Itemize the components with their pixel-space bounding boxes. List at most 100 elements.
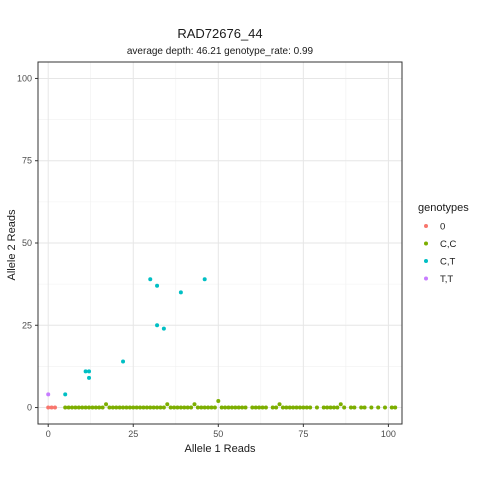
data-point [80, 405, 85, 410]
data-point [376, 405, 381, 410]
data-point [352, 405, 357, 410]
data-point [93, 405, 98, 410]
legend-label: 0 [440, 222, 445, 233]
data-point [202, 277, 207, 282]
data-point [63, 392, 68, 397]
data-point [83, 405, 88, 410]
data-point [199, 405, 204, 410]
data-point [107, 405, 112, 410]
data-point [73, 405, 78, 410]
x-tick-label: 0 [46, 429, 51, 439]
data-point [117, 405, 122, 410]
y-tick-label: 75 [22, 156, 32, 166]
chart-title: RAD72676_44 [177, 26, 262, 41]
data-point [325, 405, 330, 410]
x-tick-label: 75 [298, 429, 308, 439]
data-point [46, 392, 51, 397]
data-point [393, 405, 398, 410]
data-point [389, 405, 394, 410]
data-point [192, 402, 197, 407]
data-point [175, 405, 180, 410]
data-point [104, 402, 109, 407]
data-point [277, 402, 282, 407]
data-point [165, 402, 170, 407]
data-point [168, 405, 173, 410]
data-point [229, 405, 234, 410]
y-tick-label: 50 [22, 238, 32, 248]
data-point [151, 405, 156, 410]
data-point [161, 326, 166, 331]
data-point [280, 405, 285, 410]
data-point [121, 405, 126, 410]
data-point [158, 405, 163, 410]
data-point [348, 405, 353, 410]
data-point [338, 402, 343, 407]
data-point [253, 405, 258, 410]
data-point [212, 405, 217, 410]
data-point [124, 405, 129, 410]
data-point [87, 369, 92, 374]
data-point [359, 405, 364, 410]
legend-title: genotypes [418, 202, 469, 214]
legend-label: T,T [440, 274, 453, 285]
data-point [257, 405, 262, 410]
data-point [240, 405, 245, 410]
data-point [291, 405, 296, 410]
data-point [219, 405, 224, 410]
data-point [294, 405, 299, 410]
data-point [63, 405, 68, 410]
data-point [172, 405, 177, 410]
data-point [321, 405, 326, 410]
data-point [76, 405, 81, 410]
data-point [342, 405, 347, 410]
legend-label: C,C [440, 239, 457, 250]
data-point [144, 405, 149, 410]
data-point [185, 405, 190, 410]
data-point [202, 405, 207, 410]
data-point [226, 405, 231, 410]
data-point [270, 405, 275, 410]
data-point [216, 398, 221, 403]
data-point [178, 290, 183, 295]
data-point [46, 405, 51, 410]
y-axis-ticks: 0 25 50 75 100 [17, 73, 38, 413]
y-tick-label: 100 [17, 73, 32, 83]
data-point [263, 405, 268, 410]
data-point [155, 283, 160, 288]
data-point [148, 277, 153, 282]
data-point [195, 405, 200, 410]
data-point [49, 405, 54, 410]
data-point [110, 405, 115, 410]
data-point [233, 405, 238, 410]
y-axis-label: Allele 2 Reads [6, 209, 18, 280]
data-point [314, 405, 319, 410]
data-point [155, 323, 160, 328]
data-point [274, 405, 279, 410]
data-point [83, 369, 88, 374]
x-tick-label: 25 [128, 429, 138, 439]
data-point [328, 405, 333, 410]
x-axis-ticks: 0 25 50 75 100 [46, 424, 396, 439]
y-tick-label: 25 [22, 320, 32, 330]
data-point [155, 405, 160, 410]
chart-subtitle: average depth: 46.21 genotype_rate: 0.99 [127, 46, 314, 57]
y-tick-label: 0 [27, 403, 32, 413]
legend-key [424, 259, 428, 263]
data-point [97, 405, 102, 410]
x-axis-label: Allele 1 Reads [185, 443, 256, 455]
data-point [331, 405, 336, 410]
data-point [287, 405, 292, 410]
data-point [161, 405, 166, 410]
data-point [260, 405, 265, 410]
data-point [178, 405, 183, 410]
data-point [209, 405, 214, 410]
data-point [148, 405, 153, 410]
data-point [382, 405, 387, 410]
data-point [100, 405, 105, 410]
data-point [70, 405, 75, 410]
legend-label: C,T [440, 257, 456, 268]
data-point [308, 405, 313, 410]
x-tick-label: 50 [213, 429, 223, 439]
data-point [301, 405, 306, 410]
